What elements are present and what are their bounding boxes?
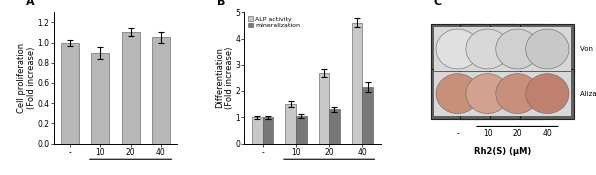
Bar: [464, 72, 511, 116]
Text: 40: 40: [542, 129, 552, 138]
Bar: [523, 72, 571, 116]
Text: 10: 10: [483, 129, 492, 138]
Circle shape: [436, 74, 479, 114]
Bar: [493, 27, 541, 71]
Circle shape: [526, 74, 569, 114]
Bar: [434, 72, 482, 116]
Y-axis label: Cell proliferation
(Fold increase): Cell proliferation (Fold increase): [17, 43, 36, 113]
Bar: [430, 24, 485, 74]
Bar: [252, 117, 263, 144]
Circle shape: [466, 29, 509, 69]
Bar: [491, 69, 545, 119]
Text: -: -: [457, 129, 459, 138]
Circle shape: [496, 29, 539, 69]
Text: 20: 20: [513, 129, 522, 138]
Bar: [318, 73, 329, 144]
Circle shape: [436, 29, 479, 69]
Bar: [91, 53, 110, 144]
Bar: [434, 27, 482, 71]
Bar: [461, 24, 514, 74]
Bar: [464, 27, 511, 71]
Bar: [362, 87, 373, 144]
Bar: [296, 116, 306, 144]
Circle shape: [466, 74, 509, 114]
Bar: [352, 23, 362, 144]
Bar: [122, 32, 139, 144]
Bar: [329, 109, 340, 144]
Bar: [430, 69, 485, 119]
Bar: [461, 69, 514, 119]
Text: B: B: [218, 0, 226, 7]
Circle shape: [526, 29, 569, 69]
Legend: ALP activity, mineralization: ALP activity, mineralization: [247, 15, 301, 29]
Bar: [520, 69, 575, 119]
Bar: [491, 24, 545, 74]
Y-axis label: Differentiation
(Fold increase): Differentiation (Fold increase): [215, 47, 234, 109]
Bar: [263, 117, 274, 144]
Bar: [493, 72, 541, 116]
Text: C: C: [433, 0, 442, 7]
Text: Von  Kossa: Von Kossa: [580, 46, 596, 52]
Text: A: A: [26, 0, 35, 7]
Bar: [520, 24, 575, 74]
Bar: [285, 104, 296, 144]
Circle shape: [496, 74, 539, 114]
Bar: [152, 37, 170, 144]
Text: Rh2(S) (μM): Rh2(S) (μM): [474, 147, 531, 156]
Bar: [61, 43, 79, 144]
Bar: [523, 27, 571, 71]
Text: Alizarin Red: Alizarin Red: [580, 91, 596, 97]
